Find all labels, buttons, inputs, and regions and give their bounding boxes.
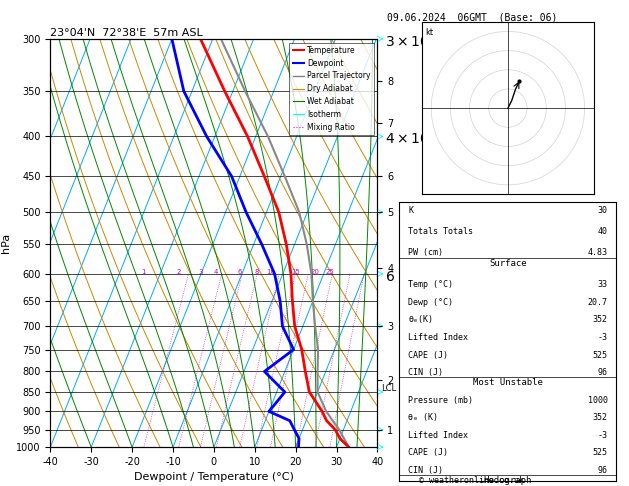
Text: 09.06.2024  06GMT  (Base: 06): 09.06.2024 06GMT (Base: 06) <box>387 12 557 22</box>
Text: Pressure (mb): Pressure (mb) <box>408 396 473 405</box>
Text: 33: 33 <box>598 280 608 289</box>
Text: 15: 15 <box>292 269 301 275</box>
Text: CAPE (J): CAPE (J) <box>408 351 448 360</box>
Text: 352: 352 <box>593 413 608 422</box>
Text: 20.7: 20.7 <box>587 298 608 307</box>
Y-axis label: km
ASL: km ASL <box>438 235 458 251</box>
Y-axis label: hPa: hPa <box>1 233 11 253</box>
Text: 4: 4 <box>214 269 218 275</box>
Text: 525: 525 <box>593 351 608 360</box>
Text: Dewp (°C): Dewp (°C) <box>408 298 453 307</box>
Text: Most Unstable: Most Unstable <box>473 378 543 387</box>
Text: 352: 352 <box>593 315 608 325</box>
Text: CIN (J): CIN (J) <box>408 368 443 377</box>
Text: 96: 96 <box>598 466 608 475</box>
Text: -3: -3 <box>598 431 608 440</box>
Text: 3: 3 <box>198 269 203 275</box>
Text: 10: 10 <box>266 269 275 275</box>
Text: CAPE (J): CAPE (J) <box>408 449 448 457</box>
Text: 1: 1 <box>142 269 146 275</box>
Text: 4.83: 4.83 <box>587 248 608 257</box>
Text: θₑ (K): θₑ (K) <box>408 413 438 422</box>
Text: CIN (J): CIN (J) <box>408 466 443 475</box>
Text: Lifted Index: Lifted Index <box>408 333 468 342</box>
Text: kt: kt <box>425 28 433 36</box>
Text: 525: 525 <box>593 449 608 457</box>
Legend: Temperature, Dewpoint, Parcel Trajectory, Dry Adiabat, Wet Adiabat, Isotherm, Mi: Temperature, Dewpoint, Parcel Trajectory… <box>289 43 374 135</box>
Text: 8: 8 <box>255 269 259 275</box>
Text: K: K <box>408 206 413 215</box>
Text: -3: -3 <box>598 333 608 342</box>
Text: Totals Totals: Totals Totals <box>408 227 473 236</box>
Text: θₑ(K): θₑ(K) <box>408 315 433 325</box>
Text: Surface: Surface <box>489 260 526 268</box>
X-axis label: Dewpoint / Temperature (°C): Dewpoint / Temperature (°C) <box>134 472 294 483</box>
Text: Temp (°C): Temp (°C) <box>408 280 453 289</box>
Text: 2: 2 <box>177 269 181 275</box>
Text: 96: 96 <box>598 368 608 377</box>
Text: 6: 6 <box>237 269 242 275</box>
Text: 20: 20 <box>311 269 320 275</box>
Text: Hodograph: Hodograph <box>484 476 532 485</box>
Text: 1000: 1000 <box>587 396 608 405</box>
Text: LCL: LCL <box>382 383 397 393</box>
Text: 40: 40 <box>598 227 608 236</box>
Text: 23°04'N  72°38'E  57m ASL: 23°04'N 72°38'E 57m ASL <box>50 28 203 38</box>
Text: 25: 25 <box>325 269 334 275</box>
Text: © weatheronline.co.uk: © weatheronline.co.uk <box>420 476 524 485</box>
Text: Lifted Index: Lifted Index <box>408 431 468 440</box>
Text: PW (cm): PW (cm) <box>408 248 443 257</box>
Text: 30: 30 <box>598 206 608 215</box>
